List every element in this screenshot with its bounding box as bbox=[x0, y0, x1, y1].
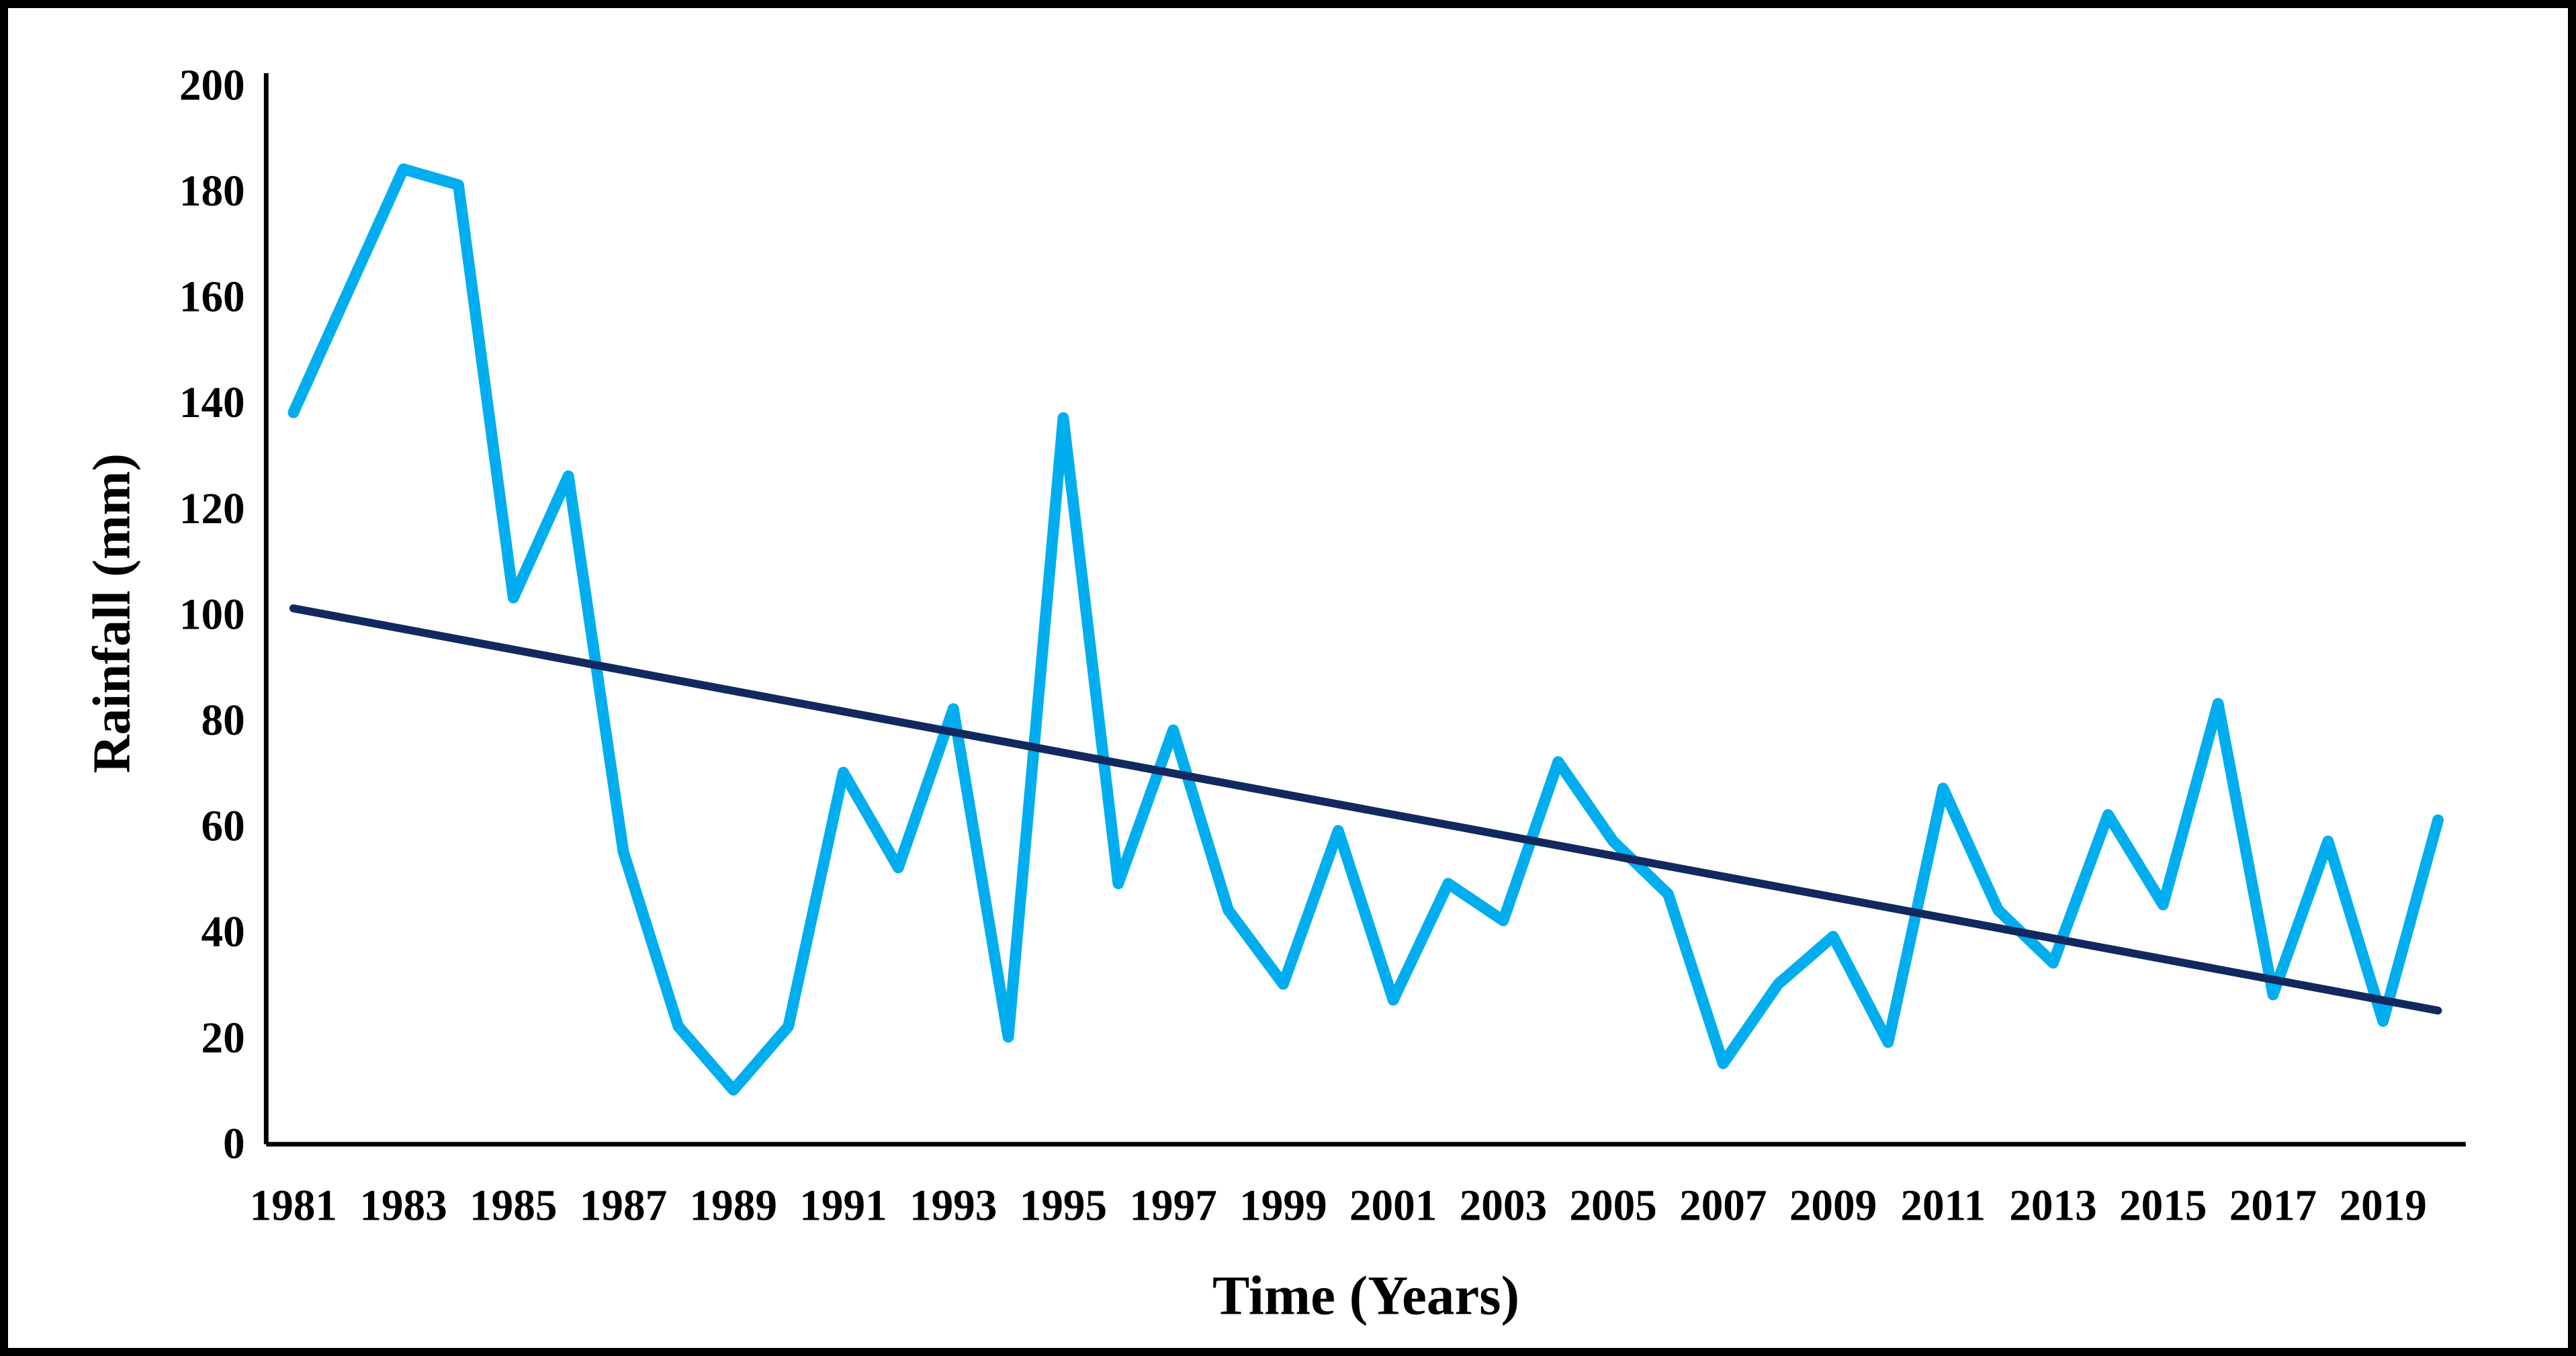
x-tick-label: 1999 bbox=[1239, 1181, 1327, 1230]
x-tick-label: 1987 bbox=[580, 1181, 667, 1230]
x-tick-label: 1995 bbox=[1020, 1181, 1107, 1230]
y-tick-label: 120 bbox=[179, 485, 245, 533]
x-tick-label: 2019 bbox=[2339, 1181, 2426, 1230]
y-tick-label: 40 bbox=[201, 908, 245, 956]
x-tick-label: 2011 bbox=[1900, 1181, 1986, 1230]
x-tick-label: 2015 bbox=[2119, 1181, 2207, 1230]
y-tick-label: 80 bbox=[201, 696, 245, 745]
x-tick-label: 2013 bbox=[2009, 1181, 2096, 1230]
y-axis-tick-labels: 0 20 40 60 80 100 120 140 160 180 200 bbox=[179, 61, 245, 1168]
x-tick-label: 2007 bbox=[1679, 1181, 1767, 1230]
x-tick-label: 1993 bbox=[909, 1181, 997, 1230]
y-tick-label: 200 bbox=[179, 61, 245, 109]
y-tick-label: 140 bbox=[179, 379, 245, 427]
x-tick-label: 1981 bbox=[250, 1181, 337, 1230]
x-tick-label: 2005 bbox=[1569, 1181, 1656, 1230]
y-tick-label: 0 bbox=[223, 1120, 245, 1168]
chart-series bbox=[287, 163, 2444, 1096]
x-tick-label: 1983 bbox=[359, 1181, 447, 1230]
y-tick-label: 20 bbox=[201, 1014, 245, 1063]
x-tick-label: 2017 bbox=[2229, 1181, 2317, 1230]
trend-line bbox=[289, 604, 2442, 1015]
y-axis-title: Rainfall (mm) bbox=[83, 453, 142, 773]
x-tick-label: 1989 bbox=[690, 1181, 777, 1230]
chart-svg: 0 20 40 60 80 100 120 140 160 180 200 1981 1983 1985… bbox=[83, 61, 2466, 1326]
y-tick-label: 160 bbox=[179, 273, 245, 322]
y-tick-label: 60 bbox=[201, 803, 245, 851]
rainfall-line bbox=[287, 163, 2444, 1096]
x-tick-label: 2003 bbox=[1460, 1181, 1547, 1230]
x-tick-label: 1991 bbox=[799, 1181, 887, 1230]
y-tick-label: 100 bbox=[179, 590, 245, 639]
x-axis-title: Time (Years) bbox=[1212, 1265, 1519, 1326]
x-tick-label: 1985 bbox=[470, 1181, 557, 1230]
x-tick-label: 2001 bbox=[1349, 1181, 1437, 1230]
x-tick-label: 1997 bbox=[1129, 1181, 1216, 1230]
y-tick-label: 180 bbox=[179, 167, 245, 216]
x-axis-tick-labels: 1981 1983 1985 1987 1989 1991 1993 1995 1997 1999… bbox=[250, 1181, 2427, 1230]
x-tick-label: 2009 bbox=[1789, 1181, 1877, 1230]
